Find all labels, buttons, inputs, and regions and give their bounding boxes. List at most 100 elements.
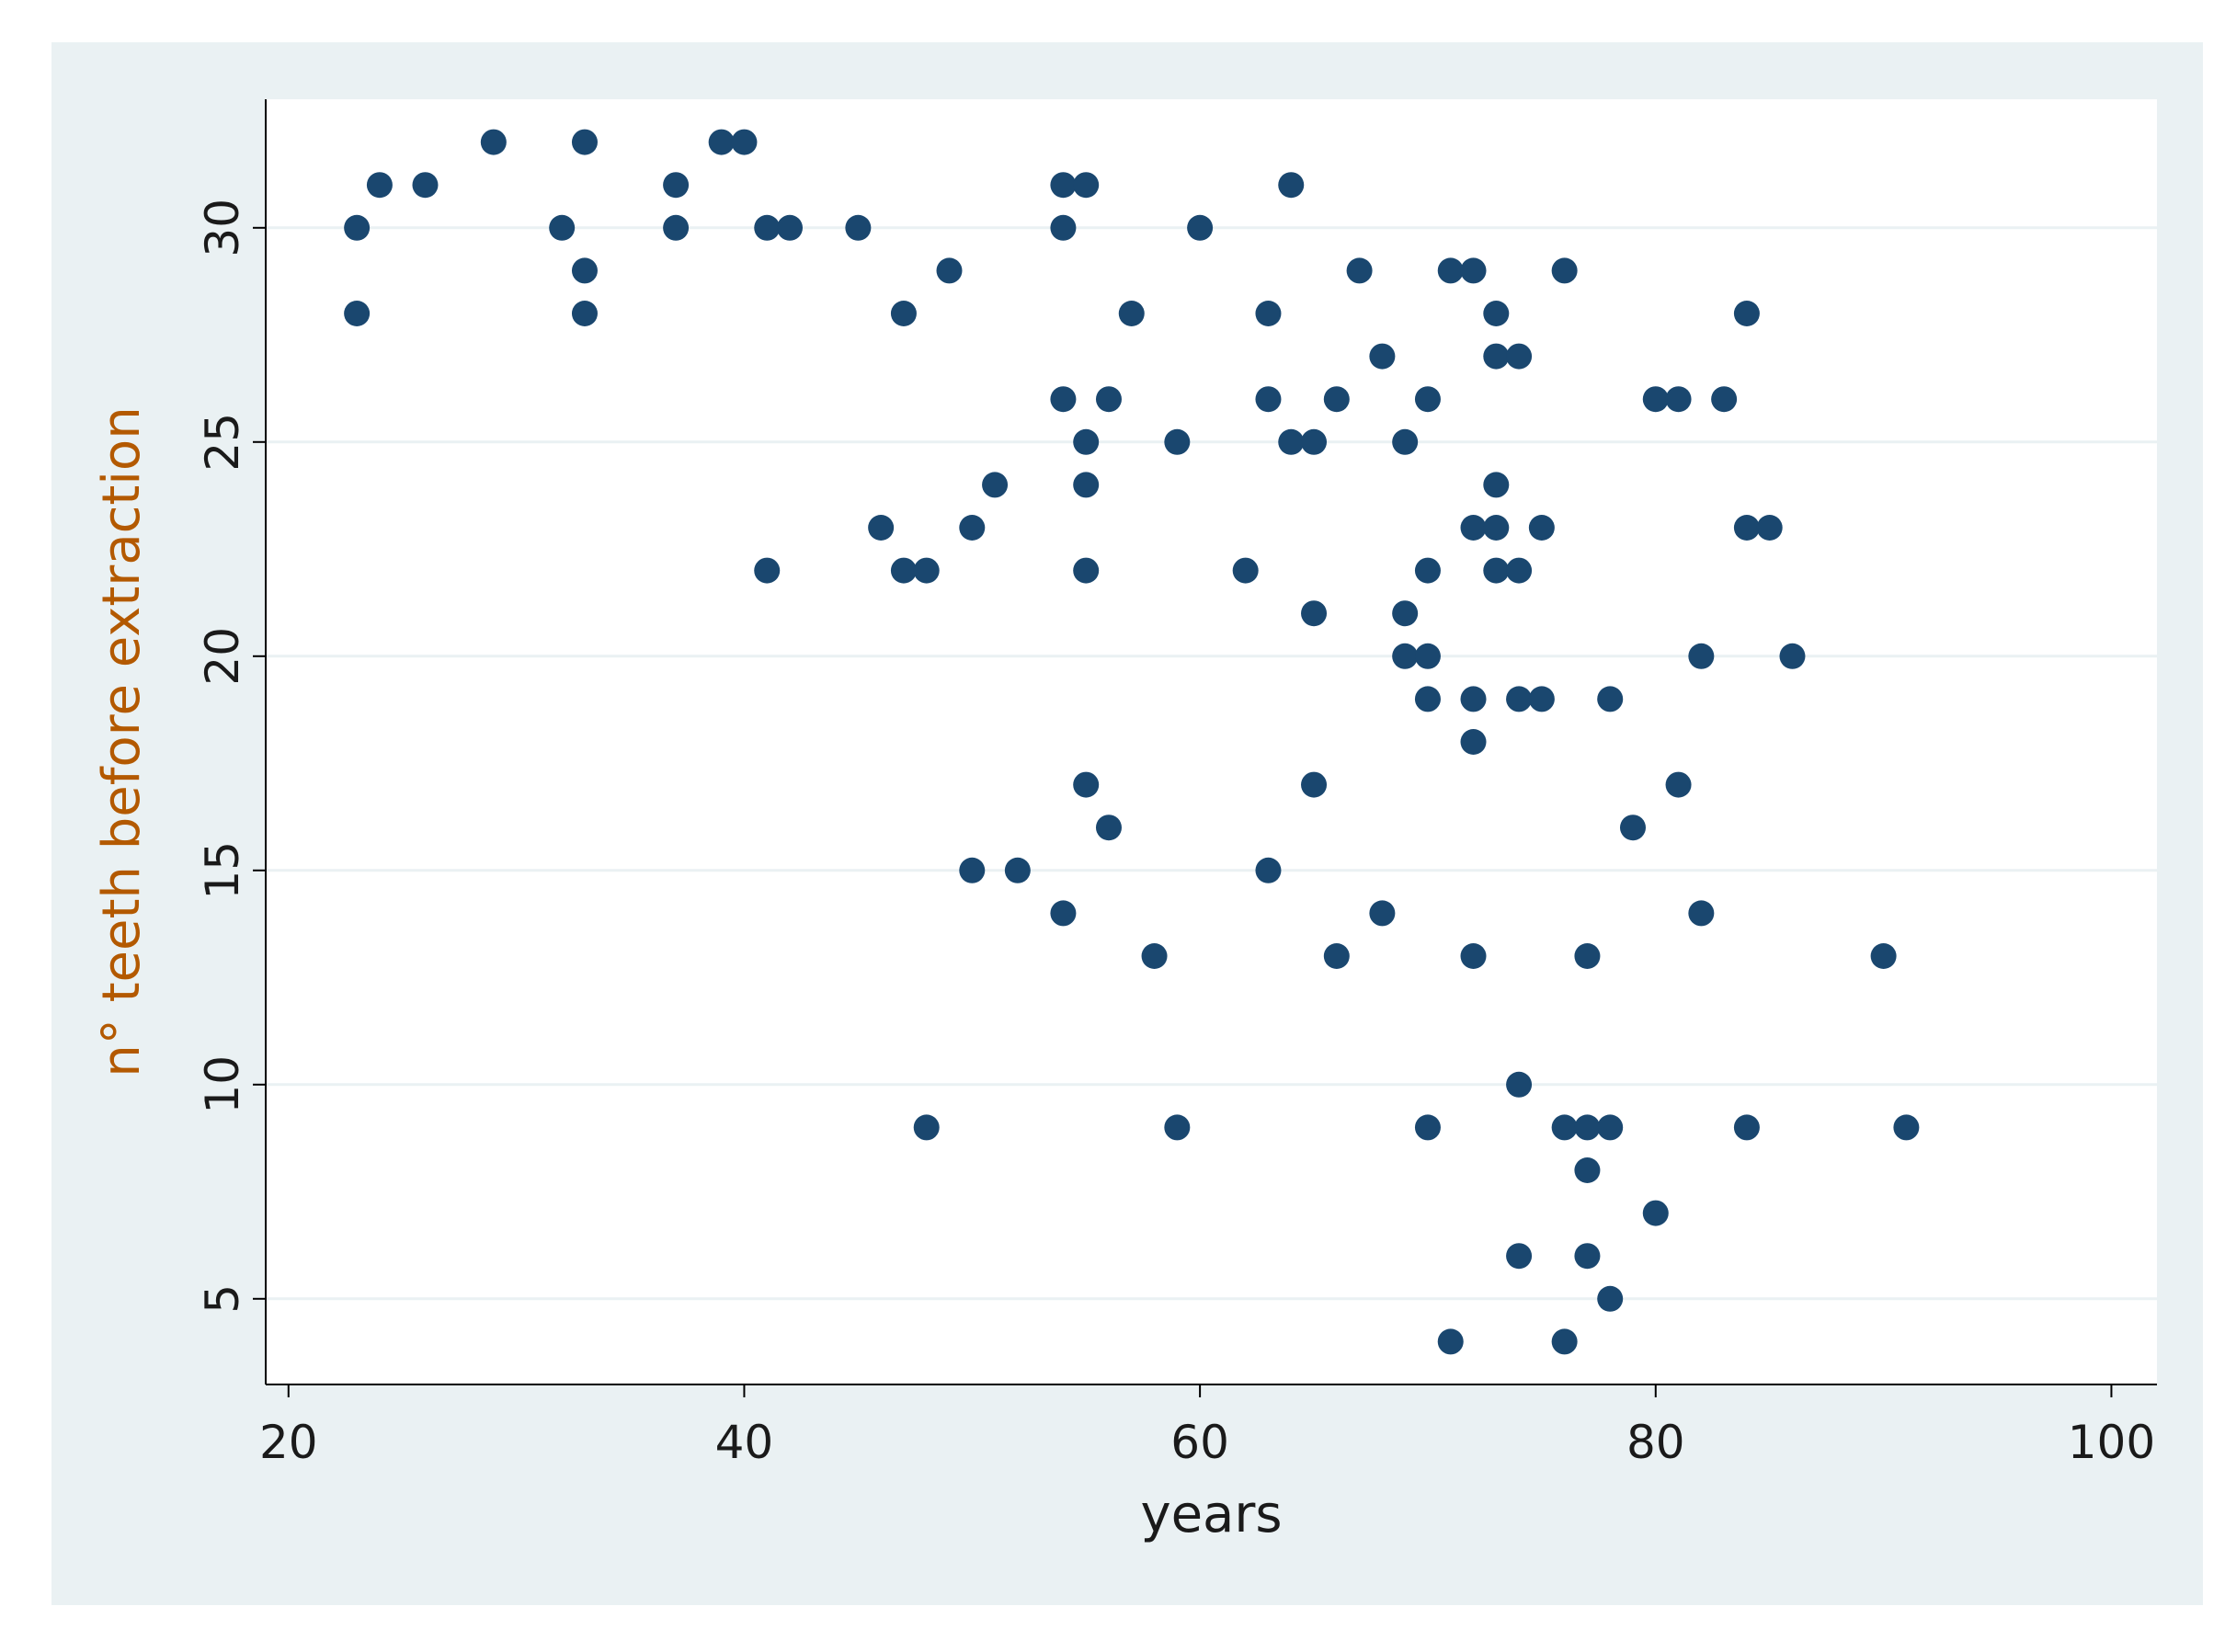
data-point-69 <box>1460 686 1487 712</box>
data-point-3 <box>412 172 439 199</box>
data-point-92 <box>1597 1114 1624 1141</box>
data-point-96 <box>1642 1200 1669 1226</box>
data-point-28 <box>1050 214 1077 241</box>
data-point-55 <box>1369 343 1396 370</box>
data-point-106 <box>1779 643 1806 669</box>
data-point-5 <box>549 214 576 241</box>
data-point-62 <box>1414 643 1441 669</box>
data-point-32 <box>1073 428 1100 455</box>
data-point-83 <box>1528 686 1555 712</box>
data-point-9 <box>663 172 690 199</box>
data-point-24 <box>959 857 986 883</box>
data-point-23 <box>959 515 986 541</box>
data-point-95 <box>1642 386 1669 413</box>
data-point-49 <box>1301 428 1328 455</box>
data-point-72 <box>1483 301 1510 326</box>
data-point-8 <box>571 301 598 326</box>
data-point-85 <box>1551 1114 1578 1141</box>
data-point-53 <box>1323 943 1350 969</box>
y-tick-label-30: 30 <box>196 199 249 257</box>
data-point-56 <box>1369 900 1396 927</box>
data-point-7 <box>571 257 598 284</box>
data-point-30 <box>1050 900 1077 927</box>
data-point-38 <box>1118 301 1145 326</box>
data-point-75 <box>1483 515 1510 541</box>
data-point-22 <box>936 257 963 284</box>
x-tick-label-40: 40 <box>715 1416 774 1469</box>
x-tick-label-60: 60 <box>1170 1416 1229 1469</box>
data-point-88 <box>1574 1114 1601 1141</box>
data-point-50 <box>1301 600 1328 627</box>
data-point-27 <box>1050 172 1077 199</box>
data-point-54 <box>1346 257 1373 284</box>
data-point-87 <box>1574 943 1601 969</box>
data-point-10 <box>663 214 690 241</box>
data-point-41 <box>1164 1114 1191 1141</box>
data-point-20 <box>913 557 940 584</box>
data-point-43 <box>1232 557 1259 584</box>
x-axis-ticks: 20 40 60 80 100 <box>259 1384 2155 1469</box>
data-point-61 <box>1414 557 1441 584</box>
data-point-101 <box>1711 386 1738 413</box>
data-point-65 <box>1437 257 1464 284</box>
data-point-97 <box>1665 386 1692 413</box>
data-point-25 <box>982 472 1009 498</box>
data-point-11 <box>708 129 735 155</box>
data-point-107 <box>1870 943 1897 969</box>
data-point-47 <box>1278 172 1305 199</box>
data-point-103 <box>1733 515 1760 541</box>
data-point-37 <box>1095 815 1122 841</box>
data-point-63 <box>1414 686 1441 712</box>
data-point-51 <box>1301 771 1328 798</box>
data-point-66 <box>1437 1328 1464 1355</box>
data-point-17 <box>868 515 895 541</box>
data-point-89 <box>1574 1157 1601 1183</box>
data-point-93 <box>1597 1285 1624 1312</box>
data-point-90 <box>1574 1243 1601 1270</box>
data-point-36 <box>1095 386 1122 413</box>
x-tick-label-20: 20 <box>259 1416 318 1469</box>
data-point-14 <box>754 557 781 584</box>
data-point-100 <box>1688 900 1715 927</box>
plot-area <box>266 99 2157 1384</box>
data-point-6 <box>571 129 598 155</box>
data-point-31 <box>1073 172 1100 199</box>
data-point-80 <box>1506 1071 1533 1098</box>
scatter-chart: 5 10 15 20 25 30 20 40 60 80 100 years n° teeth b… <box>51 42 2203 1605</box>
data-point-60 <box>1414 386 1441 413</box>
data-point-39 <box>1141 943 1168 969</box>
data-point-71 <box>1460 943 1487 969</box>
data-point-45 <box>1255 386 1282 413</box>
data-point-78 <box>1506 557 1533 584</box>
data-point-33 <box>1073 472 1100 498</box>
data-points <box>344 129 1920 1355</box>
data-point-16 <box>845 214 872 241</box>
data-point-12 <box>731 129 758 155</box>
y-tick-label-25: 25 <box>196 413 249 472</box>
data-point-58 <box>1392 600 1419 627</box>
x-tick-label-100: 100 <box>2068 1416 2155 1469</box>
data-point-2 <box>366 172 393 199</box>
data-point-1 <box>344 301 371 326</box>
data-point-105 <box>1756 515 1783 541</box>
data-point-29 <box>1050 386 1077 413</box>
data-point-34 <box>1073 557 1100 584</box>
data-point-86 <box>1551 1328 1578 1355</box>
y-tick-label-10: 10 <box>196 1055 249 1114</box>
data-point-26 <box>1004 857 1031 883</box>
data-point-44 <box>1255 301 1282 326</box>
data-point-40 <box>1164 428 1191 455</box>
data-point-57 <box>1392 428 1419 455</box>
data-point-102 <box>1733 301 1760 326</box>
data-point-42 <box>1187 214 1214 241</box>
axes <box>265 99 2157 1385</box>
data-point-99 <box>1688 643 1715 669</box>
data-point-52 <box>1323 386 1350 413</box>
data-point-4 <box>480 129 507 155</box>
y-tick-label-20: 20 <box>196 627 249 686</box>
data-point-108 <box>1893 1114 1920 1141</box>
data-point-82 <box>1528 515 1555 541</box>
data-point-59 <box>1392 643 1419 669</box>
data-point-74 <box>1483 472 1510 498</box>
data-point-77 <box>1506 343 1533 370</box>
